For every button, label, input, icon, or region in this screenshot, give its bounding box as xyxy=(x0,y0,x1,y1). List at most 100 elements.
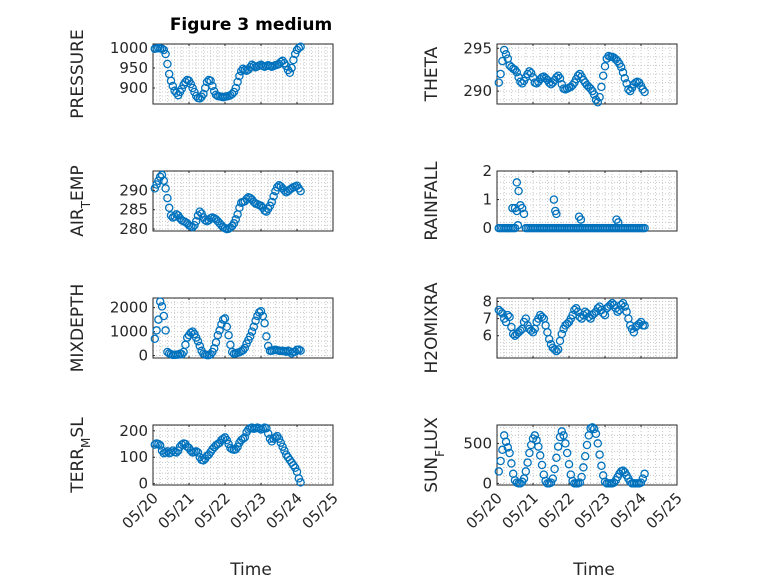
x-axis-label-right: Time xyxy=(572,560,615,580)
data-point xyxy=(164,203,174,213)
data-point xyxy=(229,219,239,228)
data-point xyxy=(177,349,187,359)
data-point xyxy=(296,186,305,196)
y-tick-label: 2 xyxy=(482,162,492,180)
data-point xyxy=(231,83,241,93)
y-axis-label: RAINFALL xyxy=(422,161,442,241)
data-point xyxy=(150,184,160,193)
data-point xyxy=(503,310,513,320)
series-markers xyxy=(494,45,649,107)
data-point xyxy=(202,77,212,87)
data-point xyxy=(613,307,622,316)
data-point xyxy=(235,71,244,81)
data-point xyxy=(614,218,623,227)
data-point xyxy=(215,326,224,335)
data-point xyxy=(559,431,568,440)
data-point xyxy=(224,330,233,340)
data-point xyxy=(159,45,169,55)
data-point xyxy=(595,92,604,102)
axes-box xyxy=(496,424,678,486)
data-point xyxy=(496,456,505,466)
data-point xyxy=(580,451,590,461)
data-point xyxy=(501,50,511,59)
y-tick-label: 950 xyxy=(119,59,148,77)
data-point xyxy=(514,186,523,196)
data-point xyxy=(271,433,280,442)
data-point xyxy=(552,346,561,356)
data-point xyxy=(161,184,170,193)
data-point xyxy=(530,431,540,440)
data-point xyxy=(618,68,628,77)
y-axis-label: SUNFLUX xyxy=(422,417,447,493)
data-point xyxy=(247,327,257,336)
data-point xyxy=(552,453,561,463)
data-point xyxy=(562,448,572,458)
data-point xyxy=(155,441,165,450)
data-point xyxy=(512,68,522,77)
data-point xyxy=(498,56,507,66)
data-point xyxy=(512,206,522,216)
series-markers xyxy=(150,297,305,360)
data-point xyxy=(620,74,630,83)
data-point xyxy=(260,318,269,328)
data-point xyxy=(498,445,507,455)
panel-rainfall: 0 1 2 RAINFALL xyxy=(422,161,678,241)
data-point xyxy=(188,83,197,93)
y-tick-label: 7 xyxy=(482,310,492,328)
data-point xyxy=(546,478,556,487)
data-point xyxy=(597,461,606,471)
data-point xyxy=(640,87,649,97)
data-point xyxy=(548,474,558,483)
y-tick-label: 0 xyxy=(482,219,492,237)
y-tick-label: 100 xyxy=(119,448,148,466)
y-tick-label: 6 xyxy=(482,327,492,345)
data-point xyxy=(544,334,554,344)
data-point xyxy=(577,472,586,482)
data-point xyxy=(269,191,278,201)
data-point xyxy=(600,62,610,71)
data-point xyxy=(290,49,300,59)
data-point xyxy=(289,55,298,65)
data-point xyxy=(251,316,260,326)
data-point xyxy=(576,215,586,224)
data-point xyxy=(553,442,563,451)
data-point xyxy=(523,458,532,467)
data-point xyxy=(494,78,504,87)
data-point xyxy=(222,435,232,445)
data-point xyxy=(589,90,599,99)
data-point xyxy=(155,297,165,306)
data-point xyxy=(222,322,232,332)
data-point xyxy=(557,427,567,436)
data-point xyxy=(508,329,518,339)
data-point xyxy=(525,67,534,76)
y-axis-label: MIXDEPTH xyxy=(68,284,88,373)
data-point xyxy=(195,341,205,351)
data-point xyxy=(177,84,187,94)
data-point xyxy=(233,77,242,87)
data-point xyxy=(195,207,205,216)
series-markers xyxy=(150,42,305,103)
y-tick-label: 0 xyxy=(482,474,492,492)
data-point xyxy=(629,328,639,337)
data-point xyxy=(193,448,203,457)
axes-box xyxy=(152,424,334,486)
data-point xyxy=(499,45,509,55)
y-tick-label: 1000 xyxy=(110,323,148,341)
data-point xyxy=(526,68,536,78)
data-point xyxy=(564,459,574,469)
data-point xyxy=(161,326,170,335)
y-tick-label: 290 xyxy=(463,82,492,100)
data-point xyxy=(582,440,592,450)
data-point xyxy=(263,429,273,438)
data-point xyxy=(588,423,597,432)
data-point xyxy=(177,440,187,449)
data-point xyxy=(505,448,514,458)
data-point xyxy=(157,170,167,180)
data-point xyxy=(200,215,210,225)
y-tick-label: 1000 xyxy=(110,39,148,57)
data-point xyxy=(494,467,504,476)
data-point xyxy=(227,89,237,99)
series-markers xyxy=(150,170,305,234)
data-point xyxy=(586,84,595,93)
